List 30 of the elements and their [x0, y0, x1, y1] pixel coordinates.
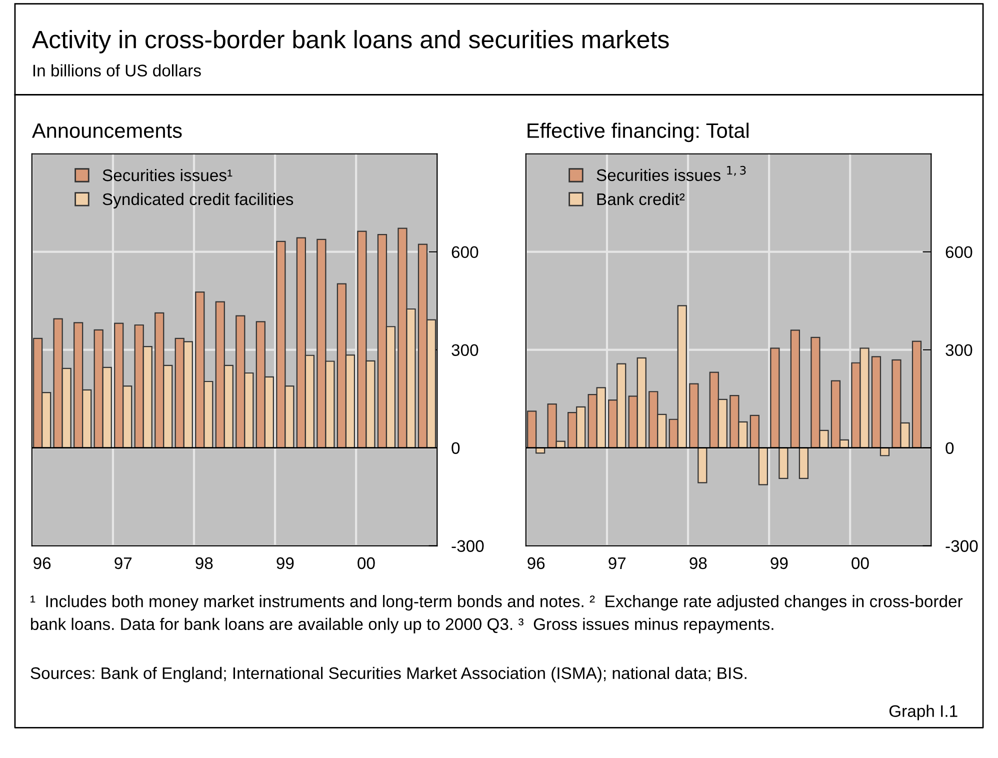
- x-tick-label: 97: [114, 557, 132, 570]
- text: Graph I.1: [889, 704, 958, 720]
- text: Activity in cross-border bank loans and securities markets: [32, 30, 669, 54]
- y-tick-label: 0: [946, 442, 954, 454]
- y-tick-label: -300: [946, 540, 978, 552]
- y-tick-label: 0: [452, 442, 460, 454]
- y-tick-label: -300: [452, 540, 484, 552]
- x-tick-label: 99: [276, 557, 294, 570]
- legend-label: Bank credit²: [597, 192, 685, 206]
- x-tick-label: 00: [358, 557, 375, 570]
- y-tick-label: 300: [946, 344, 972, 356]
- legend-label: Securities issues¹: [102, 168, 232, 182]
- x-tick-label: 00: [852, 557, 869, 570]
- x-tick-label: 98: [690, 557, 707, 570]
- x-tick-label: 98: [196, 557, 213, 570]
- y-tick-label: 300: [452, 344, 478, 356]
- y-tick-label: 600: [946, 246, 972, 258]
- chart-title: Effective financing: Total: [528, 122, 748, 142]
- legend-label: Syndicated credit facilities: [102, 192, 294, 208]
- bar: [912, 340, 922, 448]
- x-tick-label: 97: [608, 557, 626, 570]
- source-note: Sources: Bank of England; International Securities Market Association (ISMA); national data; BIS.: [30, 666, 746, 682]
- x-tick-label: 96: [528, 557, 545, 570]
- text: ¹ Includes both money market instruments and long-term bonds and notes. ² Exchange rate adjusted changes in cross-border bank loans. Data for bank loans are available only up to 2000 Q3. ³ Gross issues minus repayments.: [30, 595, 963, 634]
- chart-title: Announcements: [32, 123, 182, 138]
- x-tick-label: 96: [34, 557, 51, 570]
- y-tick-label: 600: [452, 246, 478, 258]
- x-tick-label: 99: [770, 557, 788, 570]
- legend-label: Securities issues $^{1,3}$: [596, 166, 746, 182]
- text: In billions of US dollars: [33, 64, 201, 76]
